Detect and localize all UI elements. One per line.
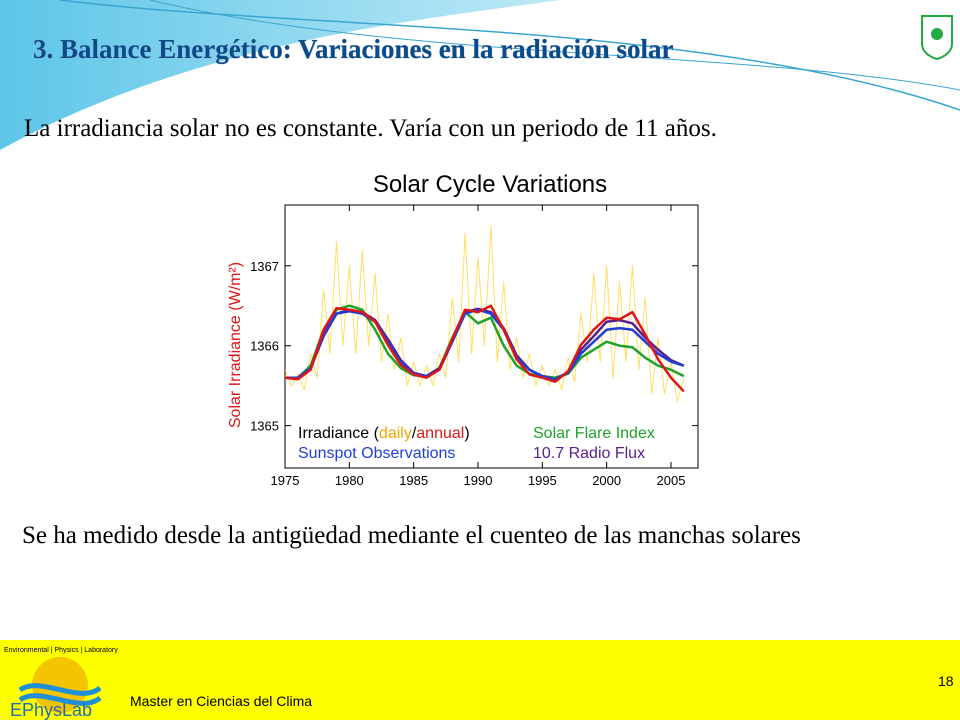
- x-tick-label: 1980: [335, 473, 364, 488]
- legend-text: Irradiance (: [298, 425, 380, 442]
- x-tick-label: 1975: [271, 473, 300, 488]
- legend: Irradiance (daily/annual): [298, 425, 470, 442]
- x-tick-label: 1990: [464, 473, 493, 488]
- legend-text: ): [464, 425, 469, 442]
- header-curve: [59, 0, 960, 111]
- course-name: Master en Ciencias del Clima: [130, 693, 312, 709]
- footer-band: [0, 640, 960, 720]
- plot-lines: [285, 225, 685, 403]
- chart-title: Solar Cycle Variations: [373, 171, 607, 198]
- series-line: [285, 225, 685, 403]
- intro-text: La irradiancia solar no es constante. Va…: [24, 115, 717, 142]
- series-line: [285, 304, 685, 379]
- legend-entry: Solar Flare Index: [533, 425, 655, 442]
- y-tick-label: 1367: [250, 259, 279, 274]
- x-tick-label: 2005: [657, 473, 686, 488]
- x-tick-label: 1985: [399, 473, 428, 488]
- body-text: Se ha medido desde la antigüedad mediant…: [22, 522, 801, 549]
- lab-tagline: Environmental | Physics | Laboratory: [4, 647, 118, 654]
- y-tick-label: 1366: [250, 339, 279, 354]
- y-tick-label: 1365: [250, 419, 279, 434]
- legend-entry: 10.7 Radio Flux: [533, 445, 645, 462]
- lab-logo: [18, 657, 102, 713]
- legend-text: /: [412, 425, 417, 442]
- legend-entry: daily: [379, 425, 412, 442]
- chart: Solar Cycle Variations Solar Irradiance …: [227, 171, 699, 488]
- page-number: 18: [938, 673, 954, 689]
- y-axis-label: Solar Irradiance (W/m²): [227, 262, 244, 428]
- legend-entry: Sunspot Observations: [298, 445, 455, 462]
- slide-title: 3. Balance Energético: Variaciones en la…: [33, 34, 673, 64]
- logo: [921, 15, 953, 61]
- lab-name: EPhysLab: [10, 700, 92, 720]
- header-curve: [149, 0, 960, 91]
- header-swoosh: [0, 0, 560, 150]
- series-line: [285, 308, 685, 381]
- legend-entry: annual: [416, 425, 464, 442]
- x-tick-label: 1995: [528, 473, 557, 488]
- series-line: [285, 304, 685, 393]
- x-tick-label: 2000: [592, 473, 621, 488]
